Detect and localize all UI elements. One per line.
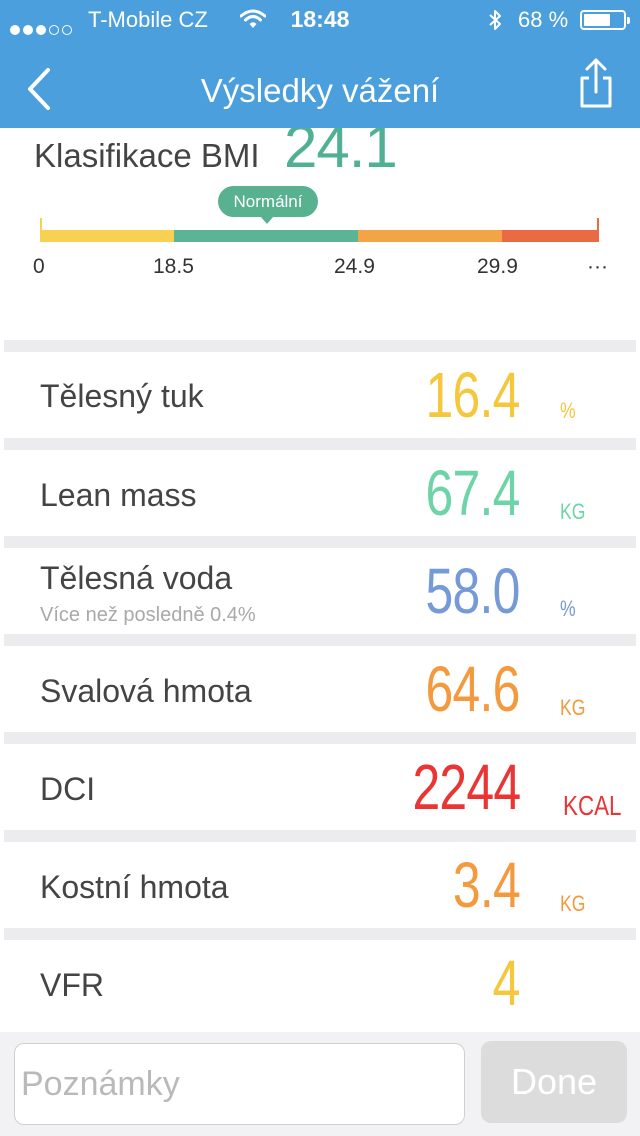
metric-unit: KCAL <box>563 790 622 821</box>
metric-unit: KG <box>560 891 586 916</box>
row-separator <box>4 536 636 548</box>
notes-input[interactable] <box>14 1043 465 1125</box>
bmi-indicator-pointer <box>260 216 274 224</box>
metric-label: DCI <box>40 771 96 807</box>
bmi-scale-label: 18.5 <box>153 255 194 278</box>
header: T-Mobile CZ 18:48 68 % Výsledky vážení <box>0 0 640 128</box>
metric-value: 64.6 <box>425 653 521 725</box>
bluetooth-icon <box>489 10 501 30</box>
metric-value: 3.4 <box>452 849 521 921</box>
metric-unit: KG <box>560 499 586 524</box>
back-button[interactable] <box>20 64 60 114</box>
bmi-bar-left-cap <box>40 218 42 242</box>
metric-value: 58.0 <box>425 555 521 627</box>
battery-percent: 68 % <box>518 7 569 32</box>
metric-unit: % <box>560 596 576 621</box>
metric-label: Tělesný tuk <box>40 378 204 414</box>
bmi-scale-label: 29.9 <box>477 255 518 278</box>
carrier-name: T-Mobile CZ <box>88 7 208 32</box>
row-separator <box>4 438 636 450</box>
row-separator <box>4 732 636 744</box>
metric-label: Svalová hmota <box>40 673 252 709</box>
bmi-scale-label: 24.9 <box>334 255 375 278</box>
bmi-label: Klasifikace BMI <box>34 137 260 174</box>
row-separator <box>4 634 636 646</box>
clock: 18:48 <box>290 6 350 32</box>
signal-strength-icon <box>10 15 75 41</box>
metric-unit: KG <box>560 695 586 720</box>
metric-value: 4 <box>493 947 521 1019</box>
bmi-bar-right-cap <box>597 218 599 242</box>
metric-label: VFR <box>40 967 104 1003</box>
bmi-bar-overweight <box>358 230 502 242</box>
metric-label: Lean mass <box>40 477 197 513</box>
row-separator <box>4 830 636 842</box>
metric-label: Kostní hmota <box>40 869 229 905</box>
bmi-bar-obese <box>502 230 599 242</box>
metric-value: 16.4 <box>425 359 521 431</box>
metric-change-note: Více než posledně 0.4% <box>40 604 256 626</box>
row-separator <box>4 928 636 940</box>
page-title: Výsledky vážení <box>200 72 440 109</box>
battery-icon <box>580 10 630 30</box>
bmi-bar-underweight <box>40 230 174 242</box>
metric-value: 2244 <box>412 751 521 823</box>
metric-value: 67.4 <box>425 457 521 529</box>
bmi-category-badge: Normální <box>218 186 318 217</box>
metric-unit: % <box>560 398 576 423</box>
bmi-scale-label: ··· <box>587 255 608 278</box>
done-button[interactable]: Done <box>481 1041 627 1123</box>
bmi-bar-normal <box>174 230 358 242</box>
metric-label: Tělesná voda <box>40 560 233 596</box>
bmi-scale-label: 0 <box>33 255 45 278</box>
wifi-icon <box>240 9 266 28</box>
share-button[interactable] <box>572 56 620 110</box>
row-separator <box>4 340 636 352</box>
status-bar: T-Mobile CZ 18:48 68 % <box>0 0 640 40</box>
